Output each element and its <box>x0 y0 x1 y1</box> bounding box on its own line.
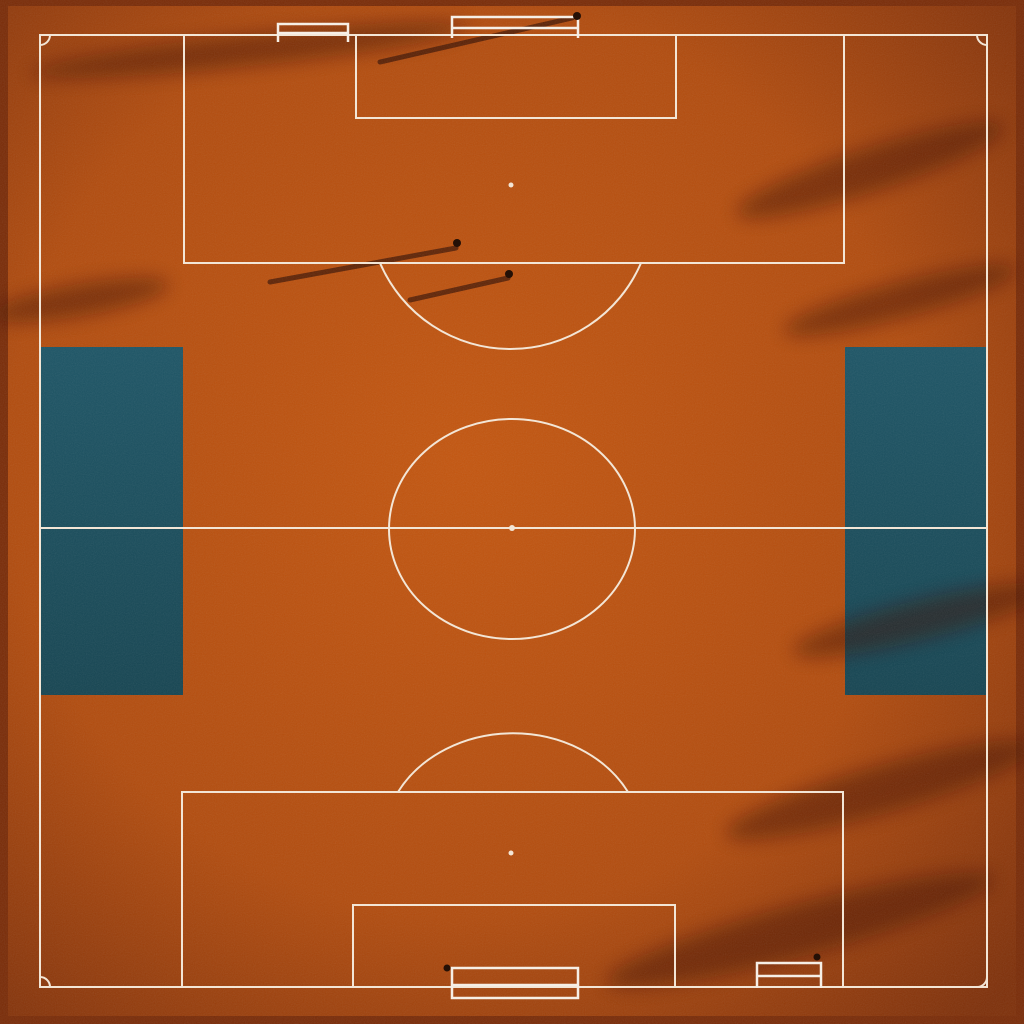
corner-arc <box>976 976 988 988</box>
goal-frame <box>450 966 580 1000</box>
goals <box>276 15 823 1000</box>
center-spot <box>509 525 515 531</box>
top-penalty-arc <box>379 262 642 351</box>
player <box>813 953 821 961</box>
corner-arc <box>39 976 51 988</box>
bottom-penalty-spot <box>508 850 514 856</box>
top-penalty-spot <box>508 182 514 188</box>
player <box>443 964 451 972</box>
goal-frame <box>755 961 823 988</box>
bottom-penalty-arc <box>397 732 629 793</box>
bottom-goal-box <box>352 904 676 988</box>
goal-frame <box>450 15 580 38</box>
player <box>453 239 461 247</box>
field-lines <box>39 34 988 988</box>
players <box>443 12 821 972</box>
corner-arc <box>976 34 988 46</box>
player <box>573 12 581 20</box>
top-goal-box <box>355 34 677 119</box>
corner-arc <box>39 34 51 46</box>
goal-frame <box>276 22 350 42</box>
center-circle <box>388 418 636 640</box>
player <box>505 270 513 278</box>
